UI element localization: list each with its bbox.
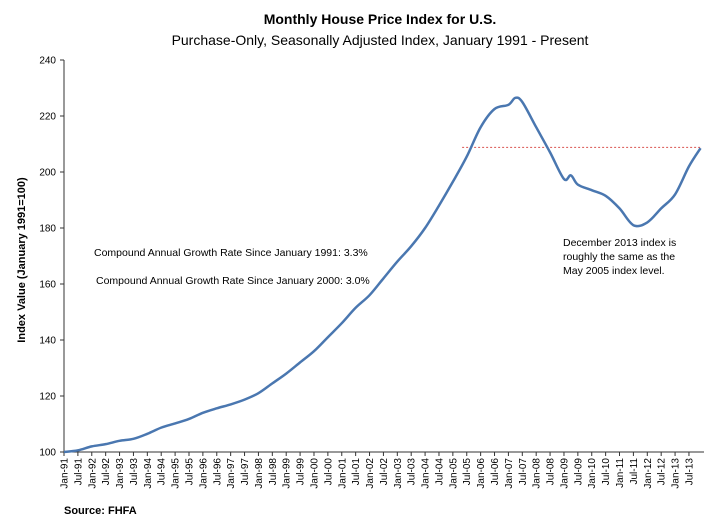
x-tick-label: Jan-91 — [60, 458, 71, 489]
x-tick-label: Jul-04 — [434, 458, 445, 486]
x-tick-label: Jul-10 — [601, 458, 612, 486]
y-axis-label: Index Value (January 1991=100) — [16, 177, 28, 343]
x-tick-label: Jul-11 — [629, 458, 640, 485]
x-tick-label: Jan-01 — [337, 458, 348, 489]
x-tick-label: Jan-05 — [448, 458, 459, 489]
x-tick-label: Jul-03 — [407, 458, 418, 486]
x-tick-label: Jan-99 — [282, 458, 293, 489]
chart-title: Monthly House Price Index for U.S. — [264, 11, 497, 27]
x-tick-label: Jul-09 — [573, 458, 584, 486]
x-tick-label: Jul-96 — [212, 458, 223, 486]
x-tick-label: Jul-91 — [73, 458, 84, 486]
x-tick-label: Jul-05 — [462, 458, 473, 486]
y-tick-label: 140 — [39, 336, 56, 347]
x-tick-label: Jan-13 — [671, 458, 682, 489]
x-tick-label: Jan-04 — [421, 458, 432, 489]
x-tick-label: Jan-09 — [559, 458, 570, 489]
x-tick-label: Jan-00 — [309, 458, 320, 489]
y-tick-label: 180 — [39, 224, 56, 235]
x-tick-label: Jan-02 — [365, 458, 376, 489]
y-tick-label: 220 — [39, 112, 56, 123]
annotation-dec-2013-line-3: May 2005 index level. — [563, 265, 665, 277]
x-tick-label: Jan-10 — [587, 458, 598, 489]
x-tick-label: Jan-98 — [254, 458, 265, 489]
x-tick-label: Jan-97 — [226, 458, 237, 489]
x-tick-label: Jan-08 — [532, 458, 543, 489]
annotation-cagr-1991: Compound Annual Growth Rate Since Januar… — [94, 247, 368, 259]
x-tick-label: Jan-95 — [171, 458, 182, 489]
x-tick-label: Jul-07 — [518, 458, 529, 486]
y-tick-label: 240 — [39, 56, 56, 67]
x-tick-label: Jan-11 — [615, 458, 626, 488]
x-tick-label: Jul-06 — [490, 458, 501, 486]
x-tick-label: Jul-13 — [684, 458, 695, 486]
x-tick-label: Jan-93 — [115, 458, 126, 489]
x-tick-label: Jul-01 — [351, 458, 362, 486]
y-axis: 100 120 140 160 180 200 220 240 — [39, 56, 64, 459]
x-tick-label: Jan-12 — [643, 458, 654, 489]
x-tick-label: Jan-06 — [476, 458, 487, 489]
x-tick-label: Jan-07 — [504, 458, 515, 489]
annotation-cagr-2000: Compound Annual Growth Rate Since Januar… — [96, 275, 370, 287]
x-axis: Jan-91 Jul-91 Jan-92 Jul-92 Jan-93 Jul-93 Jan-… — [60, 452, 695, 489]
x-tick-label: Jul-99 — [296, 458, 307, 486]
x-tick-label: Jul-95 — [184, 458, 195, 486]
x-tick-label: Jan-92 — [87, 458, 98, 489]
annotation-dec-2013-line-1: December 2013 index is — [563, 237, 676, 249]
x-tick-label: Jul-97 — [240, 458, 251, 486]
x-tick-label: Jan-96 — [198, 458, 209, 489]
x-tick-label: Jan-94 — [143, 458, 154, 489]
chart-subtitle: Purchase-Only, Seasonally Adjusted Index… — [172, 32, 589, 48]
series-line — [63, 96, 702, 454]
x-tick-label: Jul-93 — [129, 458, 140, 486]
x-tick-label: Jul-00 — [323, 458, 334, 486]
annotation-dec-2013-line-2: roughly the same as the — [563, 251, 675, 263]
x-tick-label: Jul-92 — [101, 458, 112, 486]
x-tick-label: Jul-02 — [379, 458, 390, 486]
y-tick-label: 100 — [39, 448, 56, 459]
x-tick-label: Jul-98 — [268, 458, 279, 486]
x-tick-label: Jul-12 — [657, 458, 668, 486]
y-tick-label: 120 — [39, 392, 56, 403]
source-note: Source: FHFA — [64, 505, 137, 517]
x-tick-label: Jul-94 — [157, 458, 168, 486]
y-tick-label: 200 — [39, 168, 56, 179]
x-tick-label: Jul-08 — [546, 458, 557, 486]
y-tick-label: 160 — [39, 280, 56, 291]
x-tick-label: Jan-03 — [393, 458, 404, 489]
